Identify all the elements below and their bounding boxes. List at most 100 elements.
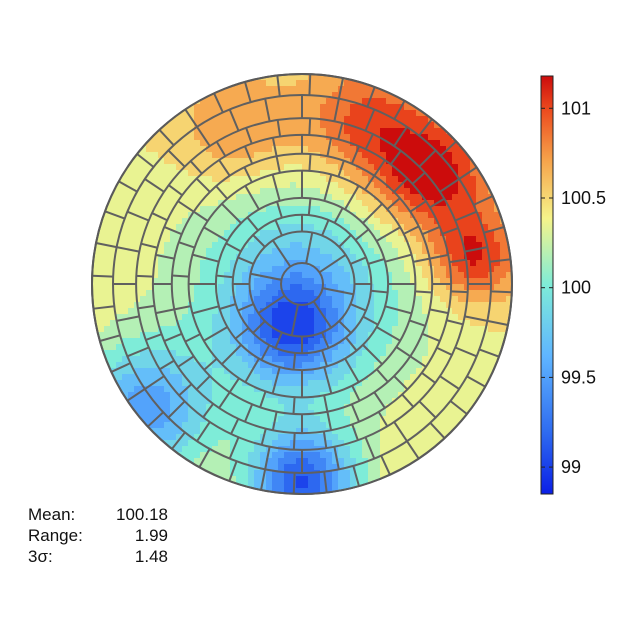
heat-cell [314, 488, 321, 494]
heat-cell [206, 146, 213, 153]
heat-cell [452, 362, 459, 369]
heat-cell [386, 296, 393, 303]
heat-cell [356, 128, 363, 135]
heat-cell [272, 452, 279, 459]
heat-cell [482, 320, 489, 327]
heat-cell [326, 248, 333, 255]
heat-cell [356, 386, 363, 393]
heat-cell [320, 434, 327, 441]
heat-cell [146, 284, 153, 291]
heat-cell [302, 434, 309, 441]
heat-cell [230, 140, 237, 147]
heat-cell [296, 158, 303, 165]
heat-cell [110, 248, 117, 255]
heat-cell [362, 134, 369, 141]
heat-cell [398, 98, 405, 105]
grid-spoke [362, 315, 379, 326]
heat-cell [350, 206, 357, 213]
heat-cell [434, 422, 441, 429]
heat-cell [446, 278, 453, 285]
heat-cell [290, 224, 297, 231]
heat-cell [116, 374, 123, 381]
heat-cell [290, 176, 297, 183]
heat-cell [104, 284, 111, 291]
heat-cell [458, 368, 465, 375]
heat-cell [446, 392, 453, 399]
heat-cell [398, 452, 405, 459]
heat-cell [416, 128, 423, 135]
heat-cell [128, 338, 135, 345]
heat-cell [98, 314, 105, 321]
heat-cell [380, 284, 387, 291]
heat-cell [296, 242, 303, 249]
heat-cell [146, 260, 153, 267]
heat-cell [200, 320, 207, 327]
heat-cell [440, 428, 447, 435]
heat-cell [506, 338, 512, 345]
heat-cell [272, 212, 279, 219]
heat-cell [248, 308, 255, 315]
heat-cell [392, 428, 399, 435]
heat-cell [104, 218, 111, 225]
heat-cell [224, 146, 231, 153]
heat-cell [272, 308, 279, 315]
heat-cell [266, 140, 273, 147]
heat-cell [398, 440, 405, 447]
heat-cell [434, 362, 441, 369]
heat-cell [380, 212, 387, 219]
heat-cell [470, 332, 477, 339]
heat-cell [98, 326, 105, 333]
heat-cell [224, 86, 231, 93]
heat-cell [314, 194, 321, 201]
grid-spoke [440, 140, 457, 157]
heat-cell [128, 194, 135, 201]
heat-cell [410, 188, 417, 195]
heat-cell [314, 242, 321, 249]
heat-cell [308, 302, 315, 309]
heat-cell [386, 158, 393, 165]
heat-cell [470, 218, 477, 225]
heat-cell [332, 440, 339, 447]
heat-cell [236, 380, 243, 387]
heat-cell [452, 146, 459, 153]
heat-cell [296, 326, 303, 333]
heat-cell [440, 200, 447, 207]
heat-cell [332, 482, 339, 489]
heat-cell [230, 404, 237, 411]
heat-cell [122, 302, 129, 309]
heat-cell [260, 188, 267, 195]
heat-cell [404, 296, 411, 303]
heat-cell [440, 386, 447, 393]
heat-cell [152, 158, 159, 165]
heat-cell [164, 284, 171, 291]
heat-cell [224, 380, 231, 387]
heat-cell [374, 80, 381, 87]
heat-cell [392, 272, 399, 279]
heat-cell [236, 260, 243, 267]
heat-cell [416, 266, 423, 273]
heat-cell [224, 140, 231, 147]
heat-cell [116, 266, 123, 273]
heat-cell [464, 392, 471, 399]
heat-cell [398, 344, 405, 351]
heat-cell [218, 182, 225, 189]
heat-cell [344, 362, 351, 369]
heat-cell [152, 296, 159, 303]
heat-cell [134, 224, 141, 231]
heat-cell [266, 146, 273, 153]
heat-cell [404, 110, 411, 117]
heat-cell [236, 308, 243, 315]
heat-cell [296, 86, 303, 93]
heat-cell [392, 206, 399, 213]
heat-cell [266, 158, 273, 165]
heat-cell [272, 458, 279, 465]
heat-cell [302, 374, 309, 381]
heat-cell [338, 326, 345, 333]
heat-cell [128, 284, 135, 291]
heat-cell [470, 164, 477, 171]
heat-cell [206, 218, 213, 225]
heat-cell [326, 404, 333, 411]
heat-cell [308, 110, 315, 117]
heat-cell [374, 200, 381, 207]
heat-cell [170, 116, 177, 123]
